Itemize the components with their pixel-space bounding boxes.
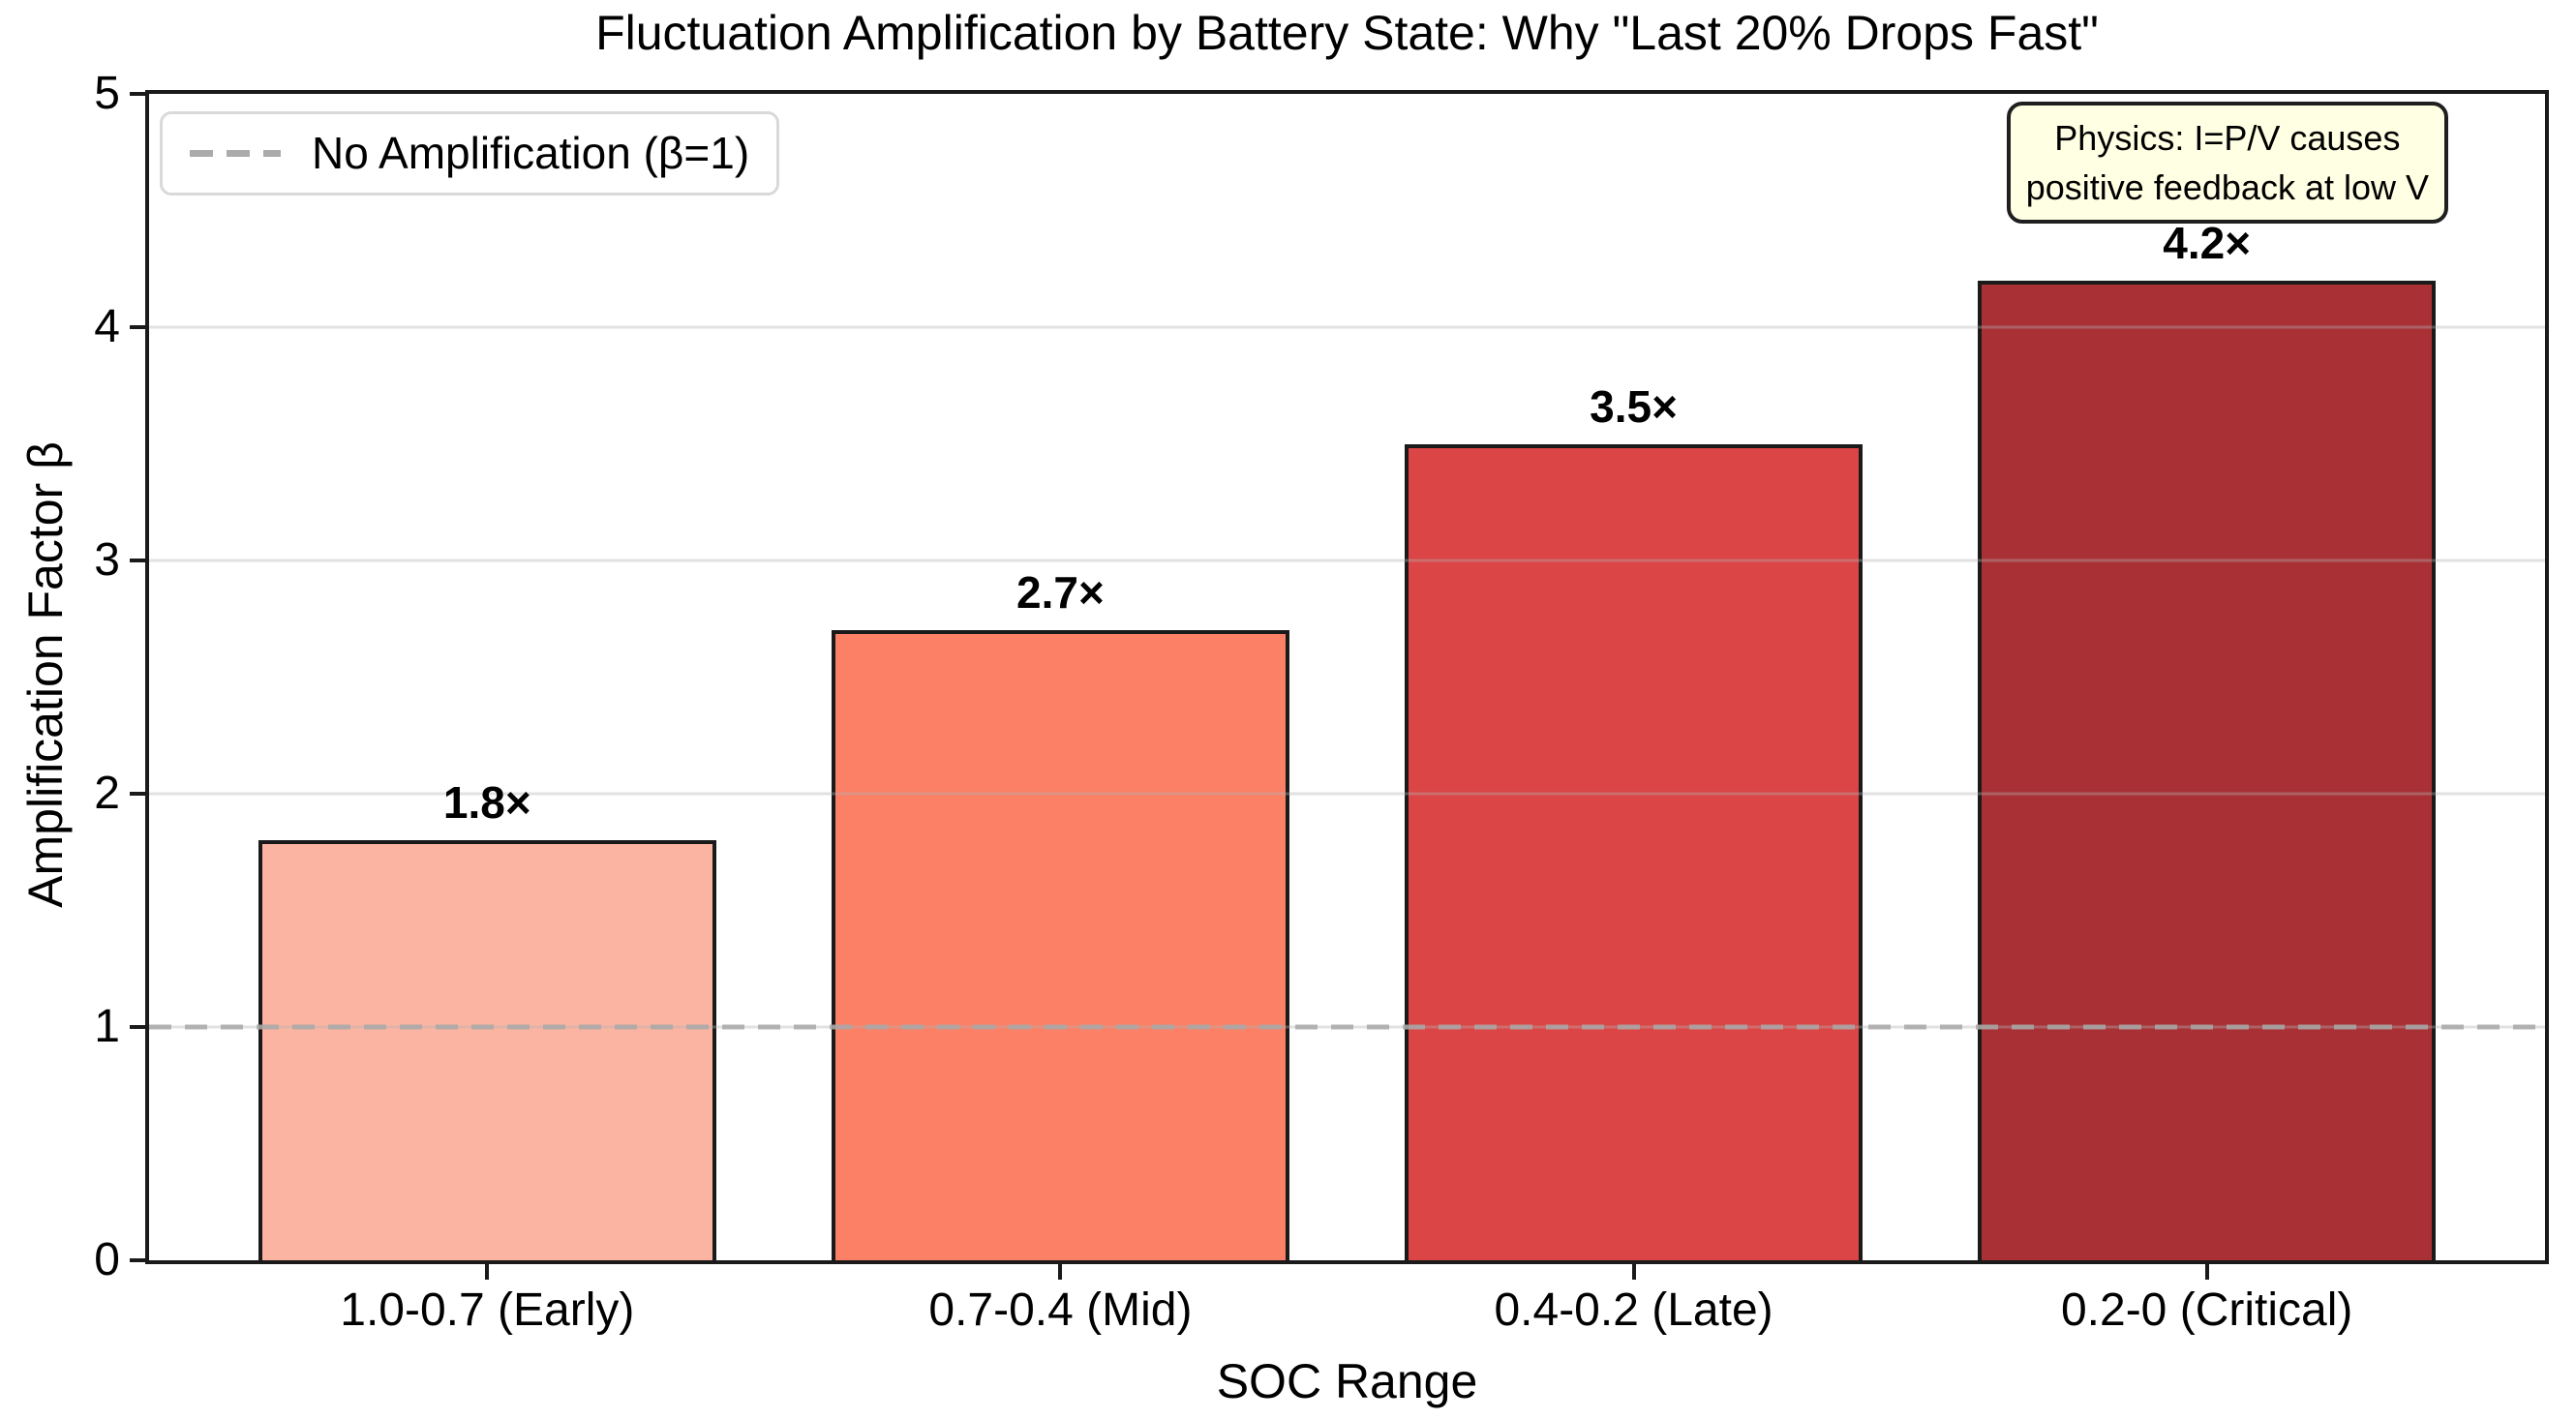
y-tick-label: 2 [94,768,120,819]
x-tick-mark [1058,1264,1063,1280]
y-tick-mark [130,792,145,796]
x-tick-label: 1.0-0.7 (Early) [340,1284,635,1336]
x-tick-mark [485,1264,490,1280]
x-tick-mark [2204,1264,2209,1280]
gridline [149,792,2545,796]
x-tick-label: 0.2-0 (Critical) [2060,1284,2353,1336]
legend-label: No Amplification (β=1) [312,128,750,178]
chart-title: Fluctuation Amplification by Battery Sta… [595,6,2099,60]
no-amplification-reference-line [149,1024,2545,1030]
y-tick-mark [130,1258,145,1262]
y-tick-label: 4 [94,301,120,352]
bar-0.2-0 (Critical) [1977,280,2437,1260]
bar-1.0-0.7 (Early) [258,840,717,1260]
y-axis-label: Amplification Factor β [18,441,73,908]
y-tick-mark [130,325,145,329]
y-tick-mark [130,1025,145,1029]
gridline [149,559,2545,562]
y-tick-label: 1 [94,1001,120,1052]
annotation-line: Physics: I=P/V causes [2054,118,2401,158]
x-axis-label: SOC Range [1216,1354,1478,1408]
legend: No Amplification (β=1) [160,111,780,196]
x-tick-label: 0.4-0.2 (Late) [1494,1284,1773,1336]
bar-value-label: 3.5× [1590,380,1678,432]
y-tick-mark [130,92,145,96]
bar-value-label: 1.8× [442,777,531,829]
x-tick-mark [1631,1264,1636,1280]
annotation-line: positive feedback at low V [2025,167,2429,208]
bar-0.4-0.2 (Late) [1404,443,1864,1260]
y-tick-label: 3 [94,534,120,586]
annotation-box: Physics: I=P/V causes positive feedback a… [2006,102,2448,225]
plot-area: 1.8× 2.7× 3.5× 4.2× 0 1 2 3 4 5 1.0-0.7 (Early) 0… [94,71,2549,1334]
y-tick-label: 5 [94,68,120,119]
y-tick-mark [130,559,145,562]
bar-0.7-0.4 (Mid) [831,630,1290,1260]
y-tick-label: 0 [94,1234,120,1285]
bar-value-label: 2.7× [1016,567,1105,619]
gridline [149,325,2545,329]
x-tick-label: 0.7-0.4 (Mid) [928,1284,1193,1336]
dashed-line-sample-icon [190,149,281,157]
bar-value-label: 4.2× [2163,217,2252,268]
